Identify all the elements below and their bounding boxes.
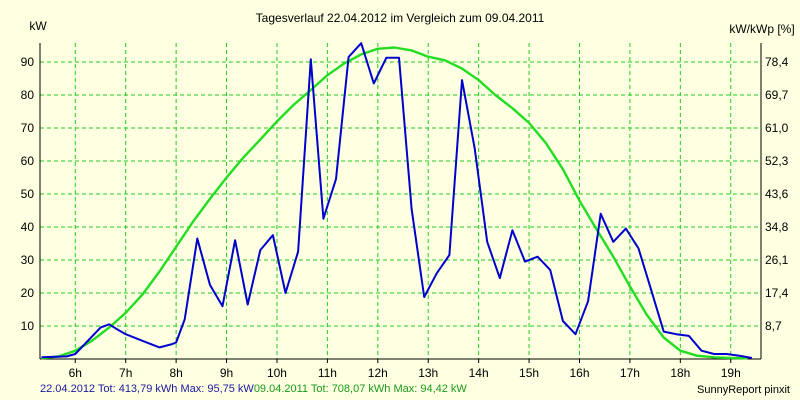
x-tick-label: 18h bbox=[670, 366, 690, 380]
x-tick-label: 10h bbox=[267, 366, 287, 380]
x-tick-label: 15h bbox=[519, 366, 539, 380]
y-left-tick-label: 30 bbox=[21, 253, 35, 267]
y-left-tick-label: 60 bbox=[21, 154, 35, 168]
x-tick-label: 9h bbox=[220, 366, 233, 380]
x-tick-label: 16h bbox=[569, 366, 589, 380]
x-tick-label: 19h bbox=[721, 366, 741, 380]
x-tick-label: 8h bbox=[169, 366, 182, 380]
x-tick-label: 11h bbox=[318, 366, 337, 380]
legend-item-series-1: 22.04.2012 Tot: 413,79 kWh Max: 95,75 kW bbox=[40, 383, 254, 395]
series-layer bbox=[41, 42, 753, 360]
y-right-tick-label: 17,4 bbox=[765, 286, 789, 300]
y-left-tick-label: 70 bbox=[21, 121, 35, 135]
y-left-tick-label: 50 bbox=[21, 187, 35, 201]
y-right-tick-label: 34,8 bbox=[765, 220, 789, 234]
y-right-tick-label: 43,6 bbox=[765, 187, 789, 201]
y-axis-left-label: kW bbox=[29, 19, 47, 33]
y-left-tick-label: 20 bbox=[21, 286, 35, 300]
y-right-tick-label: 78,4 bbox=[765, 55, 789, 69]
y-axis-left-ticks: 10 20 30 40 50 60 70 80 90 bbox=[21, 55, 35, 333]
legend-item-series-2: 09.04.2011 Tot: 708,07 kWh Max: 94,42 kW bbox=[253, 383, 467, 395]
x-tick-label: 12h bbox=[368, 366, 388, 380]
series-line-09.04.2011 bbox=[41, 46, 748, 360]
y-right-tick-label: 69,7 bbox=[765, 88, 789, 102]
y-left-tick-label: 10 bbox=[21, 319, 35, 333]
y-right-tick-label: 26,1 bbox=[765, 253, 789, 267]
chart-grid bbox=[40, 43, 761, 359]
x-tick-label: 13h bbox=[418, 366, 438, 380]
y-left-tick-label: 40 bbox=[21, 220, 35, 234]
source-credit: SunnyReport pinxit bbox=[697, 384, 790, 396]
x-tick-label: 14h bbox=[469, 366, 489, 380]
y-axis-right-label: kW/kWp [%] bbox=[729, 22, 794, 36]
y-right-tick-label: 61,0 bbox=[765, 121, 789, 135]
series-line-22.04.2012 bbox=[41, 42, 753, 359]
chart-title: Tagesverlauf 22.04.2012 im Vergleich zum… bbox=[256, 11, 545, 25]
y-right-tick-label: 52,3 bbox=[765, 154, 789, 168]
y-right-tick-label: 8,7 bbox=[765, 319, 782, 333]
x-tick-label: 7h bbox=[119, 366, 132, 380]
x-tick-label: 6h bbox=[69, 366, 82, 380]
plot-frame bbox=[39, 43, 762, 360]
x-tick-label: 17h bbox=[620, 366, 640, 380]
y-left-tick-label: 90 bbox=[21, 55, 35, 69]
y-left-tick-label: 80 bbox=[21, 88, 35, 102]
legend: 22.04.2012 Tot: 413,79 kWh Max: 95,75 kW… bbox=[40, 383, 467, 395]
y-axis-right-ticks: 8,7 17,4 26,1 34,8 43,6 52,3 61,0 69,7 78,4 bbox=[765, 55, 789, 333]
x-axis-ticks: 6h 7h 8h 9h 10h 11h 12h 13h 14h 15h 16h 17h 18h 19h bbox=[69, 359, 741, 380]
